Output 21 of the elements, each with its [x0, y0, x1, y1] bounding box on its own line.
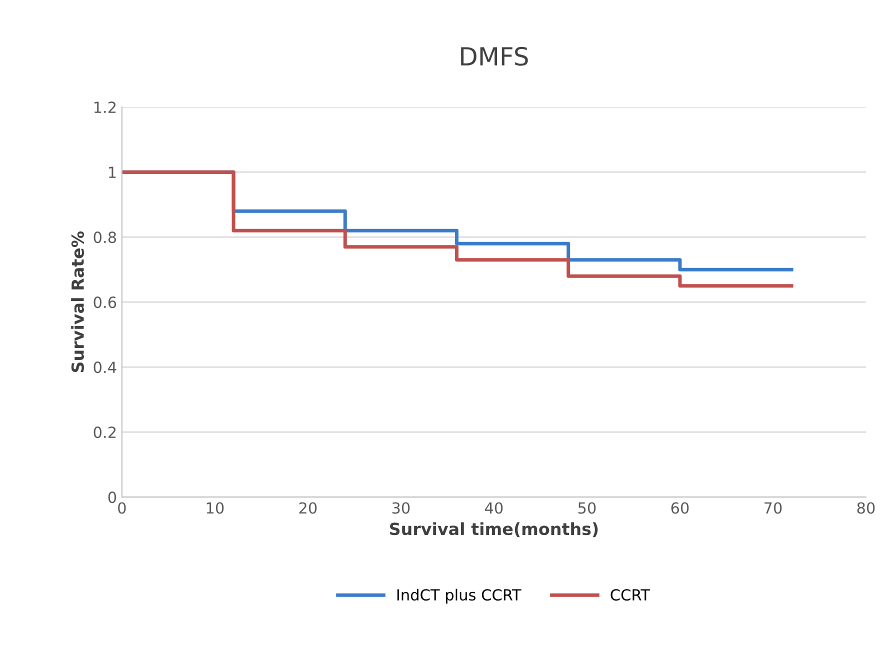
x-tick-label: 80 [857, 502, 875, 514]
x-tick-label: 60 [671, 502, 689, 514]
legend-label: CCRT [610, 589, 650, 601]
chart-title: DMFS [461, 46, 528, 66]
x-tick-label: 10 [206, 502, 224, 514]
x-axis-title: Survival time(months) [390, 522, 598, 538]
y-tick-label: 0.6 [94, 296, 116, 308]
y-axis-title: Survival Rate% [71, 231, 84, 372]
x-tick-label: 40 [484, 502, 503, 514]
y-tick-label: 1.2 [94, 102, 116, 113]
y-tick-label: 0 [108, 492, 116, 504]
x-tick-label: 70 [764, 502, 782, 514]
legend-label: IndCT plus CCRT [397, 588, 522, 604]
y-tick-label: 0.2 [94, 426, 116, 438]
x-tick-label: 30 [392, 502, 410, 514]
x-tick-label: 20 [299, 502, 317, 514]
x-tick-label: 50 [578, 502, 596, 514]
x-tick-label: 0 [118, 502, 126, 514]
y-tick-label: 1 [109, 166, 116, 178]
y-tick-label: 0.4 [94, 362, 116, 374]
y-tick-label: 0.8 [94, 232, 116, 244]
